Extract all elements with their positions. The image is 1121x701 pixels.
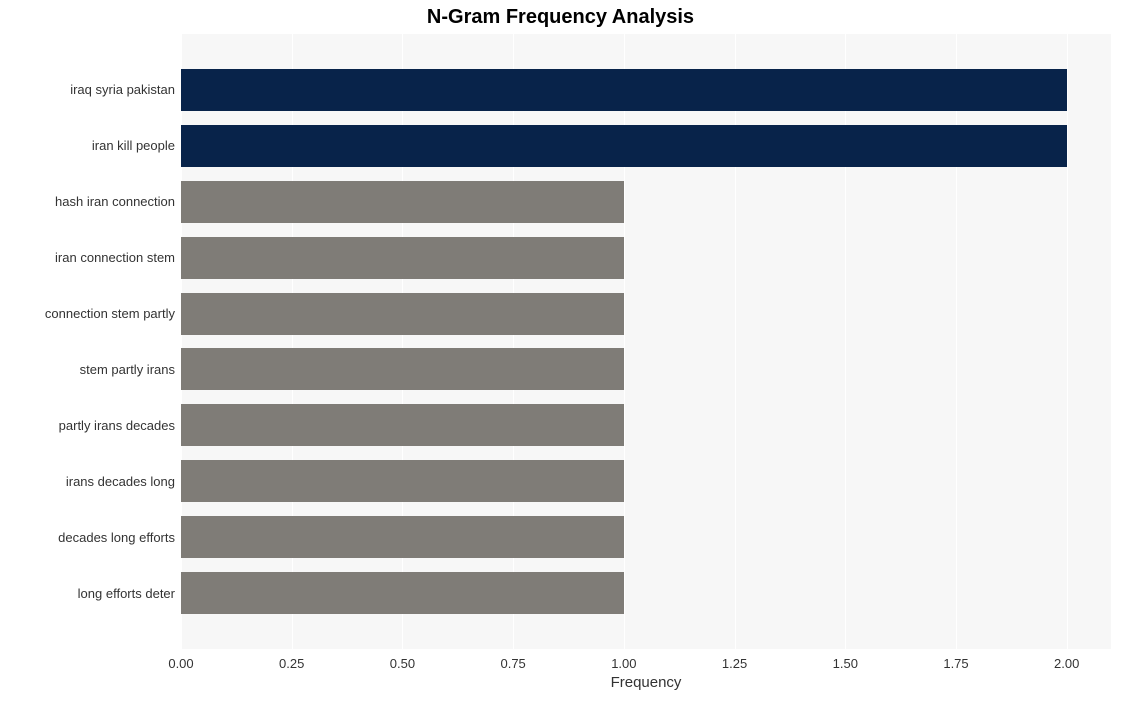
x-tick-label: 1.00 (611, 656, 636, 671)
bar (181, 348, 624, 390)
y-tick-label: stem partly irans (80, 362, 175, 377)
bar (181, 404, 624, 446)
x-tick-label: 1.25 (722, 656, 747, 671)
bar (181, 237, 624, 279)
bar (181, 516, 624, 558)
y-tick-label: iran connection stem (55, 250, 175, 265)
y-tick-label: iraq syria pakistan (70, 82, 175, 97)
x-tick-label: 0.25 (279, 656, 304, 671)
y-tick-label: hash iran connection (55, 194, 175, 209)
bar (181, 69, 1067, 111)
bar (181, 125, 1067, 167)
x-tick-label: 1.75 (943, 656, 968, 671)
chart-title: N-Gram Frequency Analysis (0, 6, 1121, 29)
y-tick-label: irans decades long (66, 474, 175, 489)
bar (181, 572, 624, 614)
x-tick-label: 2.00 (1054, 656, 1079, 671)
ngram-frequency-chart: N-Gram Frequency Analysis Frequency 0.00… (0, 0, 1121, 701)
y-tick-label: decades long efforts (58, 530, 175, 545)
y-tick-label: connection stem partly (45, 306, 175, 321)
y-tick-label: partly irans decades (59, 418, 175, 433)
bar (181, 293, 624, 335)
bar (181, 181, 624, 223)
bar (181, 460, 624, 502)
x-tick-label: 0.75 (500, 656, 525, 671)
x-axis-label: Frequency (181, 674, 1111, 691)
x-tick-label: 0.50 (390, 656, 415, 671)
grid-line (1067, 34, 1068, 649)
plot-area (181, 34, 1111, 649)
y-tick-label: long efforts deter (78, 586, 175, 601)
y-tick-label: iran kill people (92, 138, 175, 153)
x-tick-label: 0.00 (168, 656, 193, 671)
x-tick-label: 1.50 (833, 656, 858, 671)
